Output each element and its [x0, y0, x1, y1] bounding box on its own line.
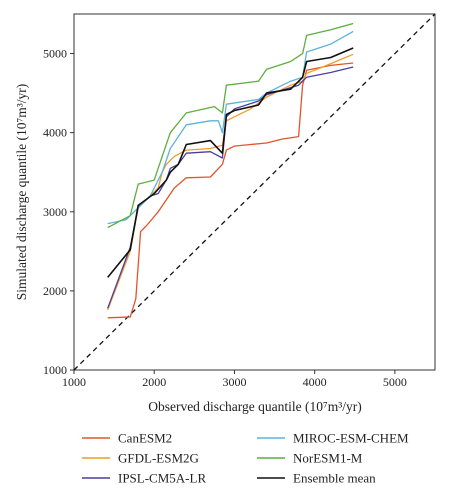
y-axis-title: Simulated discharge quantile (10⁷m³/yr)	[14, 84, 29, 301]
series-layer	[107, 22, 354, 319]
legend-label: NorESM1-M	[293, 451, 363, 466]
legend-label: CanESM2	[118, 431, 172, 446]
y-tick-label: 5000	[43, 47, 67, 61]
y-tick-label: 4000	[43, 126, 67, 140]
series-line-ensemble-mean	[107, 47, 354, 278]
legend-label: MIROC-ESM-CHEM	[293, 431, 409, 446]
x-axis-ticks: 1000 2000 3000 4000 5000	[62, 370, 407, 389]
y-tick-label: 3000	[43, 205, 67, 219]
legend-label: GFDL-ESM2G	[118, 451, 199, 466]
x-tick-label: 2000	[142, 375, 166, 389]
y-tick-label: 1000	[43, 363, 67, 377]
x-tick-label: 4000	[303, 375, 327, 389]
legend-label: Ensemble mean	[293, 471, 376, 486]
x-axis-title: Observed discharge quantile (10⁷m³/yr)	[148, 399, 362, 414]
one-to-one-line	[73, 13, 436, 371]
y-axis-ticks: 1000 2000 3000 4000 5000	[43, 47, 74, 377]
y-tick-label: 2000	[43, 284, 67, 298]
x-tick-label: 5000	[383, 375, 407, 389]
series-line-noresm1-m	[107, 22, 354, 229]
x-tick-label: 1000	[62, 375, 86, 389]
series-line-canesm2	[107, 62, 354, 319]
x-tick-label: 3000	[222, 375, 246, 389]
legend-label: IPSL-CM5A-LR	[118, 471, 206, 486]
legend: CanESM2 GFDL-ESM2G IPSL-CM5A-LR MIROC-ESM-C…	[82, 431, 409, 486]
